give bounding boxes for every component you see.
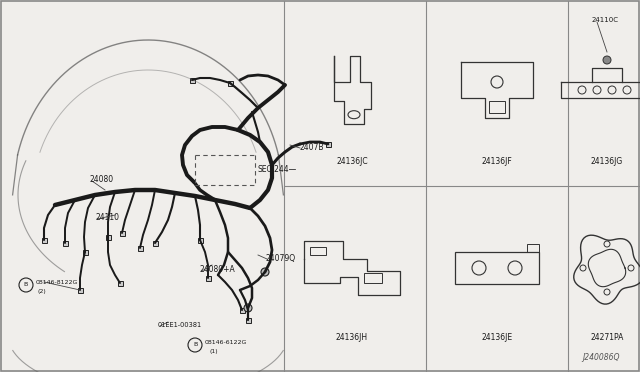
Bar bbox=[527, 244, 539, 252]
Text: 24080+A: 24080+A bbox=[200, 266, 236, 275]
Text: 24110C: 24110C bbox=[592, 17, 619, 23]
Text: 01EE1-00381: 01EE1-00381 bbox=[158, 322, 202, 328]
Text: 24136JH: 24136JH bbox=[336, 334, 368, 343]
Bar bbox=[326, 141, 330, 147]
Text: B: B bbox=[193, 343, 197, 347]
Text: (2): (2) bbox=[38, 289, 47, 295]
Text: 24080: 24080 bbox=[90, 176, 114, 185]
Circle shape bbox=[603, 56, 611, 64]
Bar bbox=[310, 247, 326, 255]
Bar bbox=[83, 250, 88, 254]
Text: 24110: 24110 bbox=[95, 214, 119, 222]
Circle shape bbox=[261, 268, 269, 276]
Bar bbox=[63, 241, 67, 246]
Text: 24136JC: 24136JC bbox=[336, 157, 368, 167]
Text: J240086Q: J240086Q bbox=[582, 353, 620, 362]
Circle shape bbox=[244, 304, 252, 312]
Bar bbox=[77, 288, 83, 292]
Bar bbox=[138, 246, 143, 250]
Bar bbox=[246, 317, 250, 323]
Bar bbox=[239, 308, 244, 312]
Text: 2407B: 2407B bbox=[300, 144, 324, 153]
Bar bbox=[42, 237, 47, 243]
Text: 08146-8122G: 08146-8122G bbox=[36, 280, 78, 285]
Text: 24136JE: 24136JE bbox=[481, 334, 513, 343]
Bar bbox=[152, 241, 157, 246]
Bar bbox=[189, 77, 195, 83]
Bar bbox=[227, 80, 232, 86]
Text: (1): (1) bbox=[210, 350, 219, 355]
Bar bbox=[455, 252, 539, 284]
Text: 08146-6122G: 08146-6122G bbox=[205, 340, 248, 346]
Bar bbox=[198, 237, 202, 243]
Bar bbox=[106, 234, 111, 240]
Bar bbox=[364, 273, 382, 282]
Text: SEC.244—: SEC.244— bbox=[258, 166, 297, 174]
Bar bbox=[489, 101, 505, 113]
Text: 24136JF: 24136JF bbox=[482, 157, 513, 167]
Bar bbox=[205, 276, 211, 280]
Text: 24136JG: 24136JG bbox=[591, 157, 623, 167]
Bar bbox=[118, 280, 122, 285]
Text: B: B bbox=[24, 282, 28, 288]
Text: 24079Q: 24079Q bbox=[265, 253, 295, 263]
Bar bbox=[120, 231, 125, 235]
Text: 24271PA: 24271PA bbox=[590, 334, 624, 343]
